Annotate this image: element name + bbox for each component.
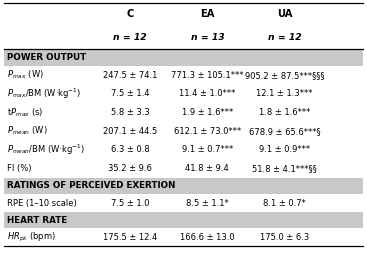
Text: C: C (127, 9, 134, 19)
Text: 6.3 ± 0.8: 6.3 ± 0.8 (111, 145, 150, 154)
FancyBboxPatch shape (4, 50, 363, 66)
Text: 678.9 ± 65.6***§: 678.9 ± 65.6***§ (248, 127, 320, 136)
Text: 1.8 ± 1.6***: 1.8 ± 1.6*** (259, 108, 310, 117)
Text: UA: UA (277, 9, 292, 19)
Text: 905.2 ± 87.5***§§§: 905.2 ± 87.5***§§§ (245, 71, 324, 80)
Text: n = 12: n = 12 (113, 33, 147, 42)
Text: 8.1 ± 0.7*: 8.1 ± 0.7* (263, 199, 306, 208)
FancyBboxPatch shape (4, 178, 363, 194)
Text: 771.3 ± 105.1***: 771.3 ± 105.1*** (171, 71, 244, 80)
Text: $P_{max}$ (W): $P_{max}$ (W) (7, 69, 44, 81)
Text: 7.5 ± 1.4: 7.5 ± 1.4 (111, 89, 149, 98)
Text: 41.8 ± 9.4: 41.8 ± 9.4 (185, 164, 229, 173)
Text: n = 12: n = 12 (268, 33, 301, 42)
Text: FI (%): FI (%) (7, 164, 32, 173)
Text: HEART RATE: HEART RATE (7, 216, 68, 225)
Text: 7.5 ± 1.0: 7.5 ± 1.0 (111, 199, 149, 208)
Text: 612.1 ± 73.0***: 612.1 ± 73.0*** (174, 127, 241, 136)
Text: 1.9 ± 1.6***: 1.9 ± 1.6*** (182, 108, 233, 117)
Text: 175.0 ± 6.3: 175.0 ± 6.3 (260, 233, 309, 242)
Text: 9.1 ± 0.9***: 9.1 ± 0.9*** (259, 145, 310, 154)
Text: t$P_{max}$ (s): t$P_{max}$ (s) (7, 106, 44, 119)
Text: 207.1 ± 44.5: 207.1 ± 44.5 (103, 127, 157, 136)
Text: $P_{mean}$/BM (W·kg$^{-1}$): $P_{mean}$/BM (W·kg$^{-1}$) (7, 143, 86, 157)
Text: RPE (1–10 scale): RPE (1–10 scale) (7, 199, 77, 208)
Text: EA: EA (200, 9, 215, 19)
Text: 175.5 ± 12.4: 175.5 ± 12.4 (103, 233, 157, 242)
Text: $HR_{pk}$ (bpm): $HR_{pk}$ (bpm) (7, 231, 56, 244)
Text: 166.6 ± 13.0: 166.6 ± 13.0 (180, 233, 235, 242)
Text: 9.1 ± 0.7***: 9.1 ± 0.7*** (182, 145, 233, 154)
Text: 12.1 ± 1.3***: 12.1 ± 1.3*** (256, 89, 313, 98)
Text: 35.2 ± 9.6: 35.2 ± 9.6 (108, 164, 152, 173)
FancyBboxPatch shape (4, 212, 363, 228)
Text: $P_{mean}$ (W): $P_{mean}$ (W) (7, 125, 48, 137)
Text: n = 13: n = 13 (190, 33, 224, 42)
Text: $P_{max}$/BM (W·kg$^{-1}$): $P_{max}$/BM (W·kg$^{-1}$) (7, 87, 82, 101)
Text: 11.4 ± 1.0***: 11.4 ± 1.0*** (179, 89, 236, 98)
Text: 5.8 ± 3.3: 5.8 ± 3.3 (111, 108, 150, 117)
Text: RATINGS OF PERCEIVED EXERTION: RATINGS OF PERCEIVED EXERTION (7, 181, 176, 190)
Text: 51.8 ± 4.1***§§: 51.8 ± 4.1***§§ (252, 164, 317, 173)
Text: POWER OUTPUT: POWER OUTPUT (7, 53, 87, 62)
Text: 8.5 ± 1.1*: 8.5 ± 1.1* (186, 199, 229, 208)
Text: 247.5 ± 74.1: 247.5 ± 74.1 (103, 71, 157, 80)
